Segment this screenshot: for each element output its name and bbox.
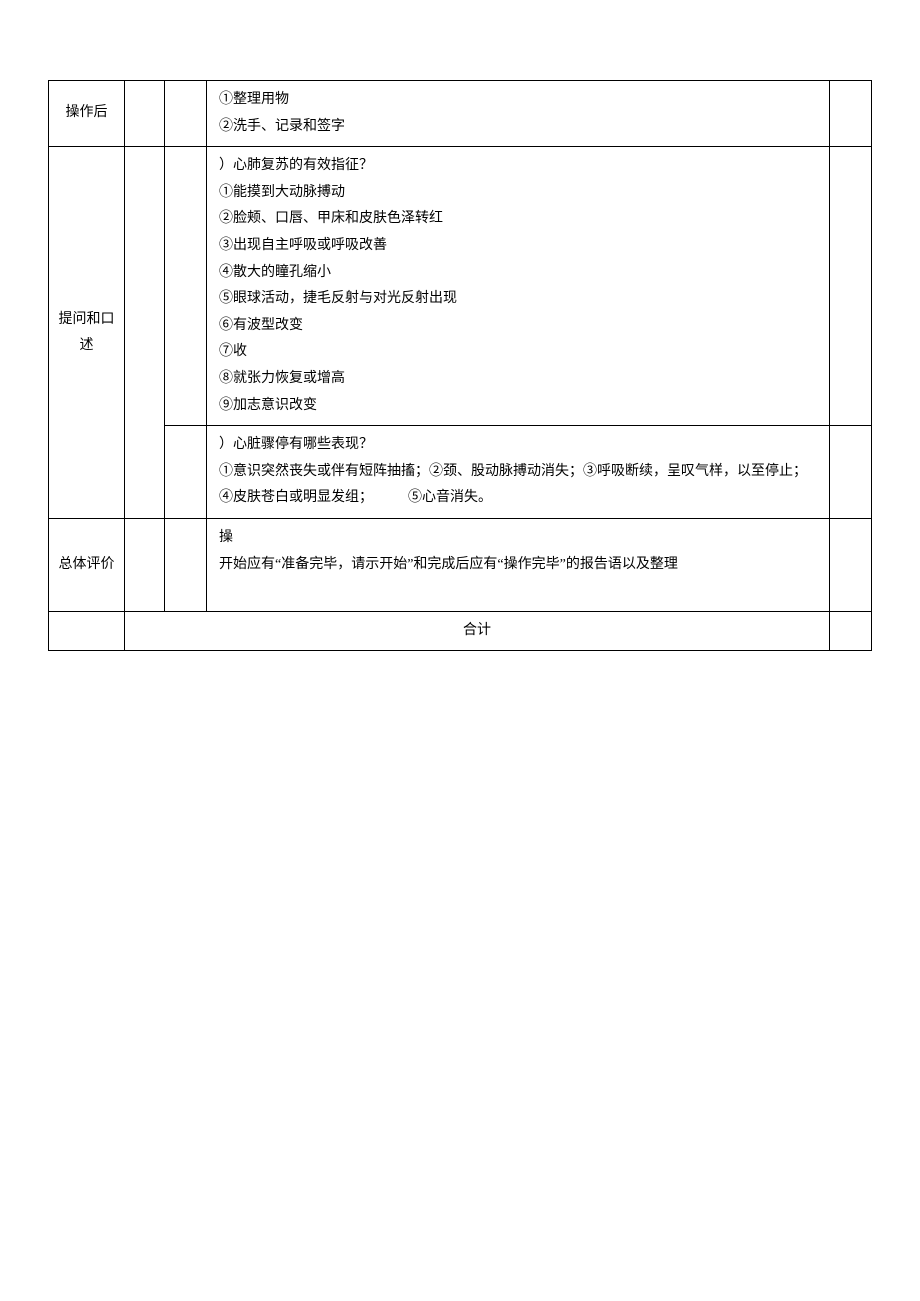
cell-content: ①整理用物 ②洗手、记录和签字	[207, 81, 830, 147]
content-line: ④皮肤苍白或明显发组； ⑤心音消失。	[219, 485, 821, 512]
cell-empty	[830, 518, 872, 611]
content-line: ①能摸到大动脉搏动	[219, 180, 821, 207]
row-label: 提问和口述	[49, 147, 125, 519]
table-row: 操作后 ①整理用物 ②洗手、记录和签字	[49, 81, 872, 147]
content-line: ）心脏骤停有哪些表现？	[219, 432, 821, 459]
row-label: 操作后	[49, 81, 125, 147]
content-line: ⑧就张力恢复或增高	[219, 366, 821, 393]
cell-empty	[125, 147, 165, 519]
content-line: ②脸颊、口唇、甲床和皮肤色泽转红	[219, 206, 821, 233]
content-line: ①整理用物	[219, 87, 821, 114]
cell-empty	[830, 426, 872, 519]
cell-empty	[49, 611, 125, 651]
cell-empty	[830, 611, 872, 651]
content-line: 操	[219, 525, 821, 552]
cell-empty	[830, 81, 872, 147]
cell-content: ）心脏骤停有哪些表现？ ①意识突然丧失或伴有短阵抽搐；②颈、股动脉搏动消失；③呼…	[207, 426, 830, 519]
table-row: 总体评价 操 开始应有“准备完毕，请示开始”和完成后应有“操作完毕”的报告语以及…	[49, 518, 872, 611]
content-line: ⑤眼球活动，捷毛反射与对光反射出现	[219, 286, 821, 313]
content-line: ①意识突然丧失或伴有短阵抽搐；②颈、股动脉搏动消失；③呼吸断续，呈叹气样，以至停…	[219, 459, 821, 486]
table-row: ）心脏骤停有哪些表现？ ①意识突然丧失或伴有短阵抽搐；②颈、股动脉搏动消失；③呼…	[49, 426, 872, 519]
content-line: ⑦收	[219, 339, 821, 366]
content-line: ④散大的瞳孔缩小	[219, 260, 821, 287]
content-line: ③出现自主呼吸或呼吸改善	[219, 233, 821, 260]
cell-empty	[165, 426, 207, 519]
cell-empty	[165, 147, 207, 426]
content-line: 开始应有“准备完毕，请示开始”和完成后应有“操作完毕”的报告语以及整理	[219, 552, 821, 579]
evaluation-table: 操作后 ①整理用物 ②洗手、记录和签字 提问和口述 ）心肺复苏的有效指征？ ①能…	[48, 80, 872, 651]
content-line	[219, 578, 821, 605]
content-line: ）心肺复苏的有效指征？	[219, 153, 821, 180]
table-row: 提问和口述 ）心肺复苏的有效指征？ ①能摸到大动脉搏动 ②脸颊、口唇、甲床和皮肤…	[49, 147, 872, 426]
cell-content: 操 开始应有“准备完毕，请示开始”和完成后应有“操作完毕”的报告语以及整理	[207, 518, 830, 611]
cell-empty	[830, 147, 872, 426]
content-line: ②洗手、记录和签字	[219, 114, 821, 141]
cell-empty	[125, 81, 165, 147]
table-total-row: 合计	[49, 611, 872, 651]
cell-empty	[125, 518, 165, 611]
cell-empty	[165, 518, 207, 611]
cell-content: ）心肺复苏的有效指征？ ①能摸到大动脉搏动 ②脸颊、口唇、甲床和皮肤色泽转红 ③…	[207, 147, 830, 426]
total-label: 合计	[125, 611, 830, 651]
content-line: ⑨加志意识改变	[219, 393, 821, 420]
cell-empty	[165, 81, 207, 147]
row-label: 总体评价	[49, 518, 125, 611]
content-line: ⑥有波型改变	[219, 313, 821, 340]
